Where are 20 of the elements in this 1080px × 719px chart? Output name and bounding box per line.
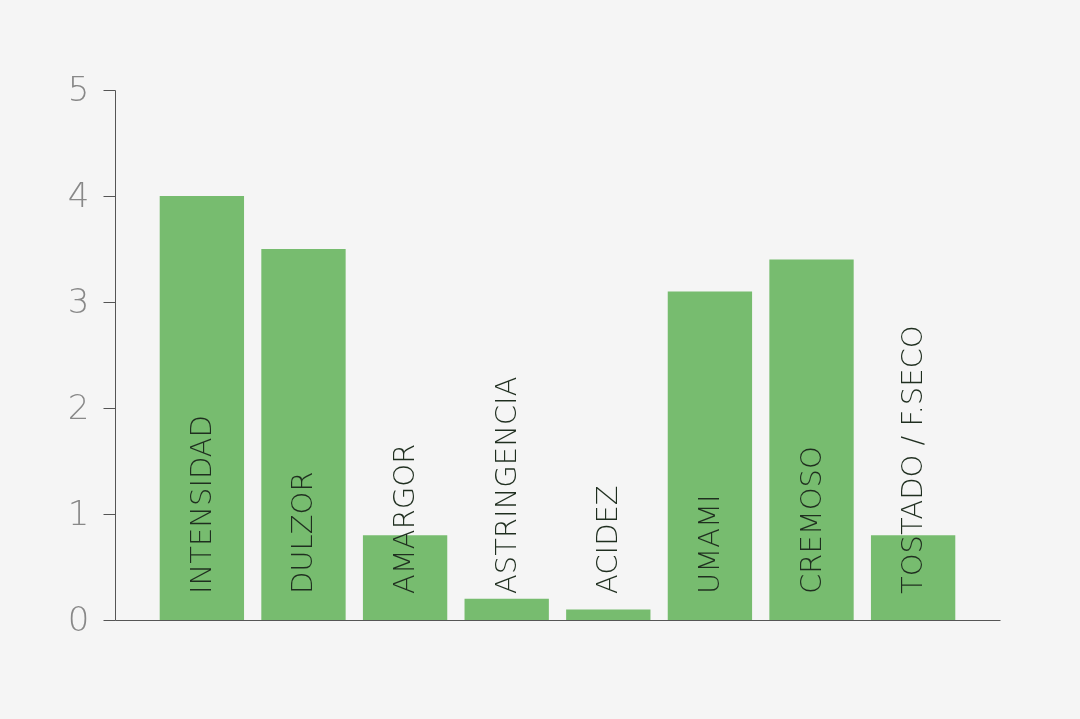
bar xyxy=(667,291,753,620)
bar xyxy=(769,259,854,620)
x-tick-label: DULZOR xyxy=(285,471,320,594)
x-tick-label: ASTRINGENCIA xyxy=(488,376,523,594)
bar xyxy=(464,598,549,620)
x-tick-label: ACIDEZ xyxy=(590,485,625,594)
y-tick-label: 5 xyxy=(67,68,90,109)
bar xyxy=(159,196,245,620)
y-tick-label: 4 xyxy=(67,174,90,215)
y-tick-label: 1 xyxy=(67,492,90,533)
y-tick-label: 2 xyxy=(67,386,90,427)
y-tick-label: 0 xyxy=(67,598,90,639)
bar xyxy=(261,249,346,620)
x-tick-label: INTENSIDAD xyxy=(183,415,218,594)
x-tick-label: TOSTADO / F.SECO xyxy=(895,325,930,594)
x-tick-label: AMARGOR xyxy=(387,443,422,594)
x-tick-label: CREMOSO xyxy=(793,446,828,594)
y-tick-label: 3 xyxy=(67,280,90,321)
x-tick-label: UMAMI xyxy=(691,494,726,594)
bar xyxy=(566,609,651,620)
